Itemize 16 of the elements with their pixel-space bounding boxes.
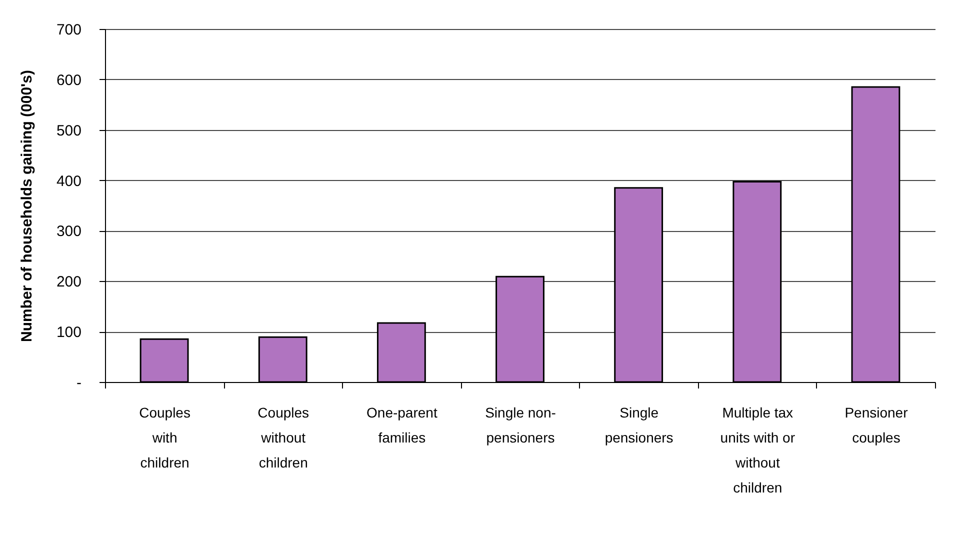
x-tick-label: Single non-pensioners <box>485 404 556 446</box>
x-tick-label: Multiple tax units with or without children <box>720 404 796 496</box>
x-tick-label: Pensioner couples <box>844 404 908 446</box>
x-tick-label: One-parent families <box>366 404 438 446</box>
y-tick-label: - <box>76 374 82 392</box>
y-tick-label: 400 <box>56 172 82 190</box>
x-tick-label: Couples without children <box>258 404 310 470</box>
y-tick-label: 200 <box>56 274 82 291</box>
y-tick-label: 100 <box>56 324 82 342</box>
x-tick-label: Single pensioners <box>604 404 674 446</box>
y-tick-label: 600 <box>56 72 82 89</box>
x-tick-label: Couples with children <box>139 404 190 470</box>
y-tick-label: 500 <box>56 122 82 140</box>
y-tick-label: 700 <box>56 22 82 38</box>
y-tick-label: 300 <box>56 223 82 240</box>
y-axis-title: Number of households gaining (000's) <box>18 70 36 342</box>
